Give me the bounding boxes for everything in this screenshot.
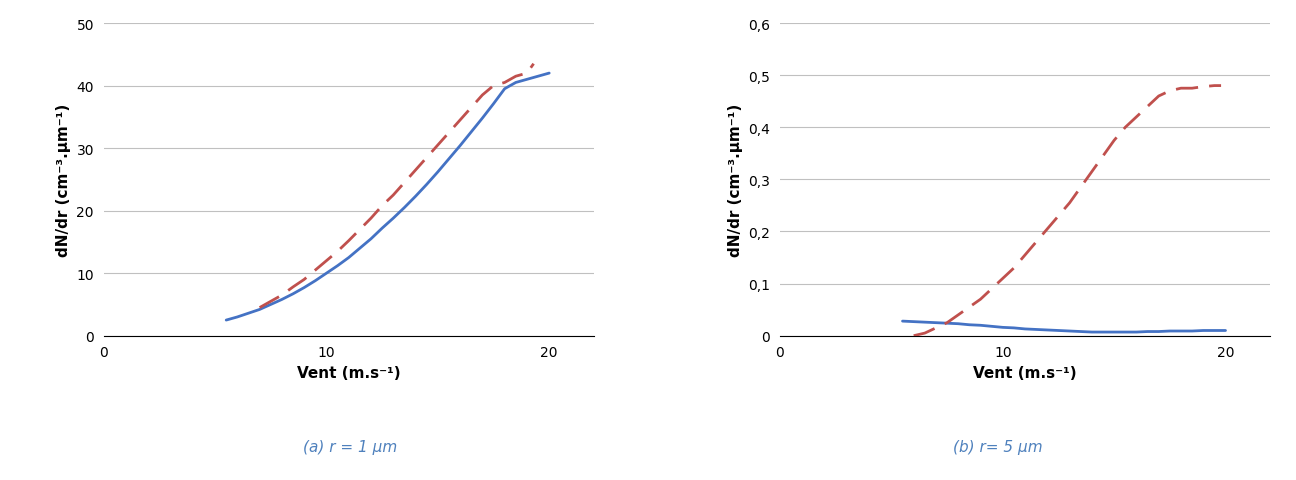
Text: (a) r = 1 μm: (a) r = 1 μm [303, 439, 397, 454]
Y-axis label: dN/dr (cm⁻³.μm⁻¹): dN/dr (cm⁻³.μm⁻¹) [728, 104, 743, 256]
X-axis label: Vent (m.s⁻¹): Vent (m.s⁻¹) [297, 365, 400, 380]
Text: (b) r= 5 μm: (b) r= 5 μm [953, 439, 1043, 454]
X-axis label: Vent (m.s⁻¹): Vent (m.s⁻¹) [973, 365, 1077, 380]
Y-axis label: dN/dr (cm⁻³.μm⁻¹): dN/dr (cm⁻³.μm⁻¹) [56, 104, 71, 256]
